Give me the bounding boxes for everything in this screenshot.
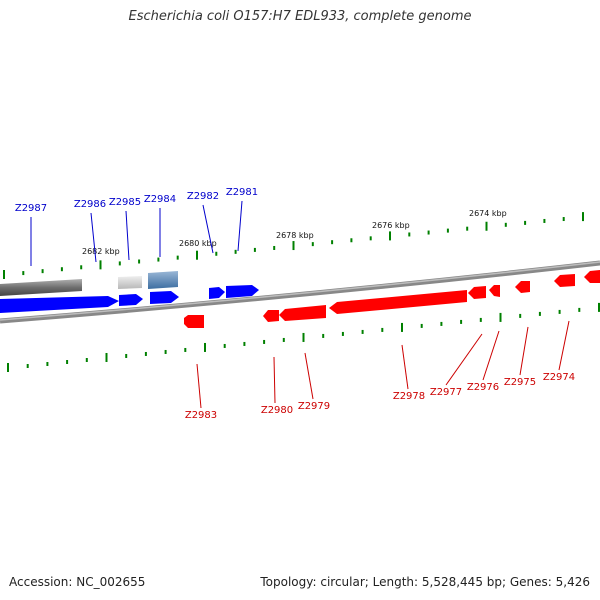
gene-label-z2982[interactable]: Z2982 [187, 191, 219, 202]
gene-label-z2985[interactable]: Z2985 [109, 197, 141, 208]
leader-line-z2985 [125, 210, 130, 261]
map-title: Escherichia coli O157:H7 EDL933, complet… [128, 9, 472, 24]
gene-label-z2987[interactable]: Z2987 [15, 203, 47, 214]
leader-line-z2977 [445, 333, 483, 386]
leader-line-z2974 [558, 320, 570, 371]
leader-line-z2980 [273, 356, 276, 404]
gene-arrow-z2984[interactable] [150, 291, 179, 304]
genome-backbone-highlight [0, 261, 600, 321]
kbp-label: 2682 kbp [82, 247, 120, 256]
leader-line-z2979 [304, 352, 314, 400]
gene-arrow-edge[interactable] [584, 270, 600, 283]
gene-label-z2975[interactable]: Z2975 [504, 377, 536, 388]
gene-arrow-z2980[interactable] [263, 310, 279, 322]
leader-line-z2982 [202, 204, 214, 254]
kbp-label: 2678 kbp [276, 231, 314, 240]
leader-line-z2986 [90, 212, 97, 263]
kbp-label: 2680 kbp [179, 239, 217, 248]
accession-label: Accession: NC_002655 [9, 575, 146, 589]
scale-ticks [3, 212, 600, 372]
gene-arrow-z2985[interactable] [119, 294, 143, 306]
gene-label-z2978[interactable]: Z2978 [393, 391, 425, 402]
gene-label-z2977[interactable]: Z2977 [430, 387, 462, 398]
gene-label-z2981[interactable]: Z2981 [226, 187, 258, 198]
gene-arrow-z2983[interactable] [184, 315, 204, 328]
feature-bar-gray [0, 279, 82, 296]
gene-label-z2984[interactable]: Z2984 [144, 194, 176, 205]
leader-line-z2981 [237, 200, 243, 252]
gene-arrow-z2979[interactable] [279, 305, 326, 321]
kbp-label: 2674 kbp [469, 209, 507, 218]
gene-arrow-z2974[interactable] [554, 274, 575, 287]
genome-backbone-line [0, 260, 600, 324]
gene-arrow-z2978[interactable] [329, 290, 467, 314]
feature-bar-steel [148, 271, 178, 289]
gene-arrow-z2976[interactable] [489, 285, 500, 297]
gene-label-z2974[interactable]: Z2974 [543, 372, 575, 383]
gene-arrow-z2982[interactable] [209, 287, 225, 299]
leader-line-z2983 [196, 363, 202, 409]
gene-label-z2986[interactable]: Z2986 [74, 199, 106, 210]
gene-arrow-z2975[interactable] [515, 281, 530, 293]
gene-label-z2979[interactable]: Z2979 [298, 401, 330, 412]
gene-arrow-z2977[interactable] [468, 286, 486, 299]
labels: 2682 kbp 2680 kbp 2678 kbp 2676 kbp 2674 kbp… [15, 187, 575, 421]
reverse-genes [184, 270, 600, 328]
gene-label-z2983[interactable]: Z2983 [185, 410, 217, 421]
gene-arrow-z2981[interactable] [226, 285, 259, 298]
leader-line-z2976 [482, 330, 500, 381]
forward-genes [0, 285, 259, 313]
gene-arrow-z2986[interactable] [0, 296, 119, 313]
leader-line-z2978 [401, 344, 409, 390]
kbp-label: 2676 kbp [372, 221, 410, 230]
gene-label-z2980[interactable]: Z2980 [261, 405, 293, 416]
gene-label-z2976[interactable]: Z2976 [467, 382, 499, 393]
topology-label: Topology: circular; Length: 5,528,445 bp… [260, 575, 590, 589]
leader-line-z2975 [519, 326, 529, 376]
feature-bar-light [118, 276, 142, 289]
